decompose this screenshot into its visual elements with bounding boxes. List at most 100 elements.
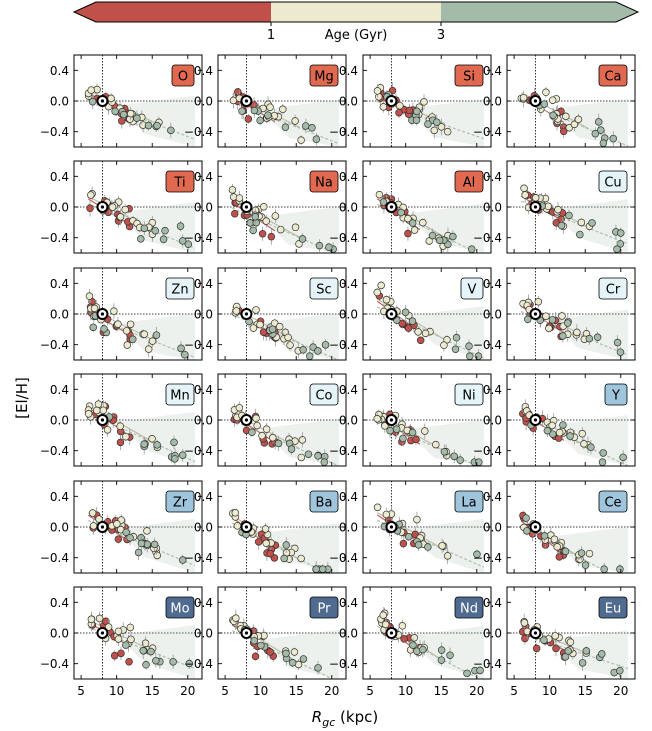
- y-tick-label: −0.4: [40, 125, 69, 139]
- element-label: Na: [315, 176, 333, 191]
- data-point: [412, 116, 421, 124]
- y-tick-label: 0.0: [483, 627, 502, 641]
- panel-ticks: [363, 161, 491, 253]
- data-point: [275, 322, 284, 331]
- data-point: [476, 666, 484, 675]
- sun-symbol-center: [100, 418, 105, 422]
- y-tick-label: −0.4: [329, 657, 358, 671]
- data-point: [95, 614, 104, 623]
- panel-plot-area: [507, 55, 635, 147]
- data-point: [251, 652, 260, 661]
- data-point: [88, 97, 97, 106]
- colorbar-segment-old: [441, 2, 638, 22]
- data-point: [250, 636, 258, 645]
- y-tick-label: 0.0: [194, 414, 213, 428]
- data-point: [452, 333, 461, 342]
- data-point: [235, 194, 244, 202]
- data-point: [375, 190, 384, 199]
- y-tick-label: 0.4: [483, 170, 502, 184]
- panel-cr: 0.4 0.0 −0.4 Cr: [473, 267, 636, 361]
- data-point: [127, 635, 135, 644]
- data-point: [616, 348, 625, 356]
- data-point: [321, 341, 330, 349]
- data-point: [561, 547, 570, 556]
- data-point: [137, 235, 145, 243]
- panel-plot-area: [363, 161, 491, 253]
- panel-plot-area: [218, 481, 346, 573]
- data-point: [87, 191, 95, 199]
- y-tick-label: 0.4: [50, 170, 69, 184]
- element-label: Y: [611, 389, 620, 404]
- element-label-box: [598, 490, 628, 513]
- element-label-box: [171, 64, 195, 87]
- data-point: [373, 503, 382, 512]
- element-label-box: [598, 64, 628, 87]
- panel-ticks: [218, 481, 346, 573]
- panel-ticks: [507, 374, 635, 466]
- panel-ticks: [218, 55, 346, 147]
- y-tick-label: 0.0: [194, 95, 213, 109]
- data-point: [304, 450, 313, 458]
- data-point: [244, 115, 253, 123]
- sun-symbol-center: [389, 312, 394, 316]
- panel-plot-area: [363, 268, 491, 360]
- data-point: [414, 541, 423, 549]
- element-label: Mn: [170, 389, 189, 404]
- data-point: [570, 120, 579, 129]
- y-tick-label: 0.0: [483, 414, 502, 428]
- y-tick-label: 0.0: [339, 308, 358, 322]
- data-point: [578, 429, 587, 438]
- data-point: [410, 226, 419, 234]
- data-point: [428, 231, 437, 240]
- panel-plot-area: [218, 587, 346, 679]
- y-tick-label: 0.0: [50, 627, 69, 641]
- data-point: [408, 428, 417, 437]
- y-tick-label: −0.4: [329, 444, 358, 458]
- data-point: [578, 659, 587, 667]
- x-tick-label: 15: [145, 684, 160, 698]
- data-point: [522, 514, 530, 522]
- data-point: [297, 136, 305, 144]
- y-tick-label: −0.4: [473, 125, 502, 139]
- data-point: [555, 428, 564, 437]
- data-point: [153, 121, 161, 130]
- data-point: [581, 561, 590, 569]
- y-tick-label: −0.4: [184, 125, 213, 139]
- data-point: [126, 320, 135, 329]
- y-tick-label: 0.0: [50, 308, 69, 322]
- data-point: [315, 241, 324, 250]
- data-point: [432, 440, 440, 449]
- data-point: [449, 232, 457, 241]
- data-point: [99, 406, 108, 415]
- y-tick-label: −0.4: [473, 338, 502, 352]
- y-tick-label: 0.4: [483, 277, 502, 291]
- data-point: [261, 525, 270, 533]
- data-point: [258, 229, 267, 238]
- y-tick-label: 0.0: [339, 414, 358, 428]
- data-point: [551, 632, 559, 640]
- sun-symbol-center: [533, 312, 538, 316]
- data-point: [126, 623, 135, 632]
- data-point: [545, 324, 553, 333]
- data-point: [559, 421, 567, 429]
- old-population-band: [549, 526, 628, 573]
- data-point: [125, 658, 133, 666]
- old-population-band: [405, 306, 484, 360]
- data-point: [113, 520, 121, 528]
- element-label-box: [598, 277, 628, 300]
- data-point: [381, 422, 389, 430]
- data-point: [437, 123, 446, 131]
- panel-plot-area: [74, 268, 202, 360]
- data-point: [262, 539, 270, 548]
- panel-plot-area: [74, 55, 202, 147]
- element-label: O: [178, 70, 188, 85]
- colorbar-segment-mid: [271, 2, 441, 22]
- data-point: [549, 111, 557, 120]
- panel-plot-area: [363, 55, 491, 147]
- panel-zn: 0.4 0.0 −0.4 Zn: [40, 267, 203, 361]
- element-label-box: [604, 383, 628, 406]
- y-tick-label: −0.4: [184, 657, 213, 671]
- data-point: [617, 229, 625, 237]
- data-point: [185, 659, 194, 668]
- element-label-box: [309, 277, 339, 300]
